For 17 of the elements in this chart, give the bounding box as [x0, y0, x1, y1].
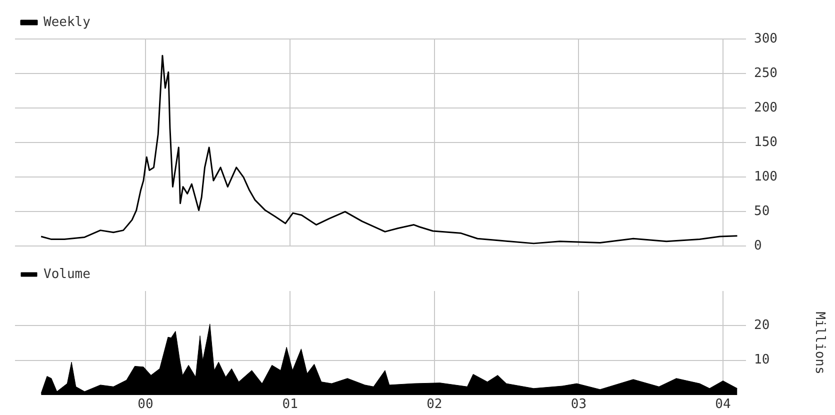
y-axis-title: Millions	[812, 312, 827, 374]
x-tick-label: 03	[570, 397, 587, 412]
x-tick-label: 00	[138, 397, 154, 412]
y-tick-label: 150	[754, 134, 778, 150]
y-tick-label: 50	[754, 204, 770, 220]
x-tick-label: 01	[282, 397, 298, 412]
y-tick-label: 200	[754, 100, 778, 116]
y-tick-label: 10	[754, 352, 770, 368]
legend-label: Weekly	[44, 14, 91, 30]
x-tick-label: 04	[715, 397, 731, 412]
y-tick-label: 20	[754, 318, 770, 334]
x-tick-label: 02	[426, 397, 442, 412]
y-tick-label: 100	[754, 170, 778, 185]
y-tick-label: 0	[754, 238, 762, 254]
y-tick-label: 300	[754, 31, 778, 46]
legend-label: Volume	[44, 266, 91, 282]
y-tick-label: 250	[754, 66, 778, 81]
